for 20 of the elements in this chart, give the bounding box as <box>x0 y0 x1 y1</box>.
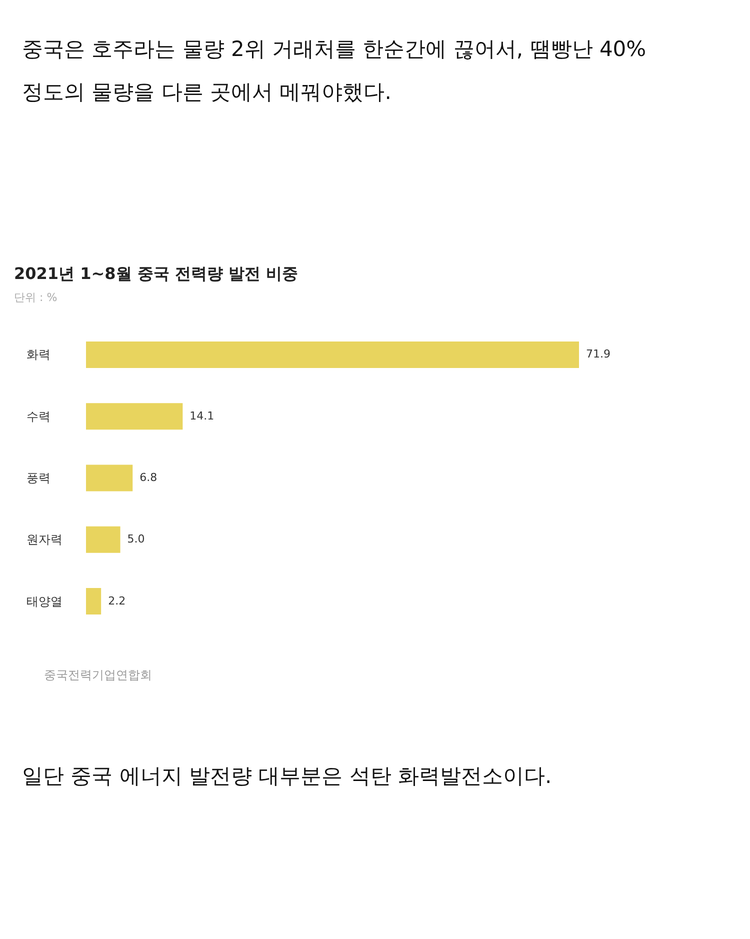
text: 중국전력기업연합회 <box>44 667 153 684</box>
bar <box>86 526 120 553</box>
chart-subtitle: 단위 : % <box>14 291 58 304</box>
data-label: 71.9 <box>586 348 610 361</box>
data-label: 5.0 <box>127 532 145 546</box>
text: 중국은 호주라는 물량 2위 거래처를 한순간에 끊어서, 땜빵난 40%정도의 물량을 다른 곳에서 메꿔야했다. <box>21 36 648 106</box>
bar <box>86 341 579 368</box>
y-tick-label: 태양열 <box>26 594 62 608</box>
y-tick-label: 수력 <box>26 409 50 424</box>
data-label: 2.2 <box>108 594 126 608</box>
bar <box>86 464 133 492</box>
chart-title: 2021년 1~8월 중국 전력량 발전 비중 <box>14 264 298 283</box>
y-tick-label: 원자력 <box>26 532 62 547</box>
bar <box>86 403 183 430</box>
y-tick-label: 화력 <box>26 348 50 362</box>
text: 일단 중국 에너지 발전량 대부분은 석탄 화력발전소이다. <box>21 763 553 790</box>
data-label: 14.1 <box>190 409 214 422</box>
y-tick-label: 풍력 <box>26 471 50 485</box>
data-label: 6.8 <box>140 471 158 484</box>
bar <box>86 588 102 615</box>
